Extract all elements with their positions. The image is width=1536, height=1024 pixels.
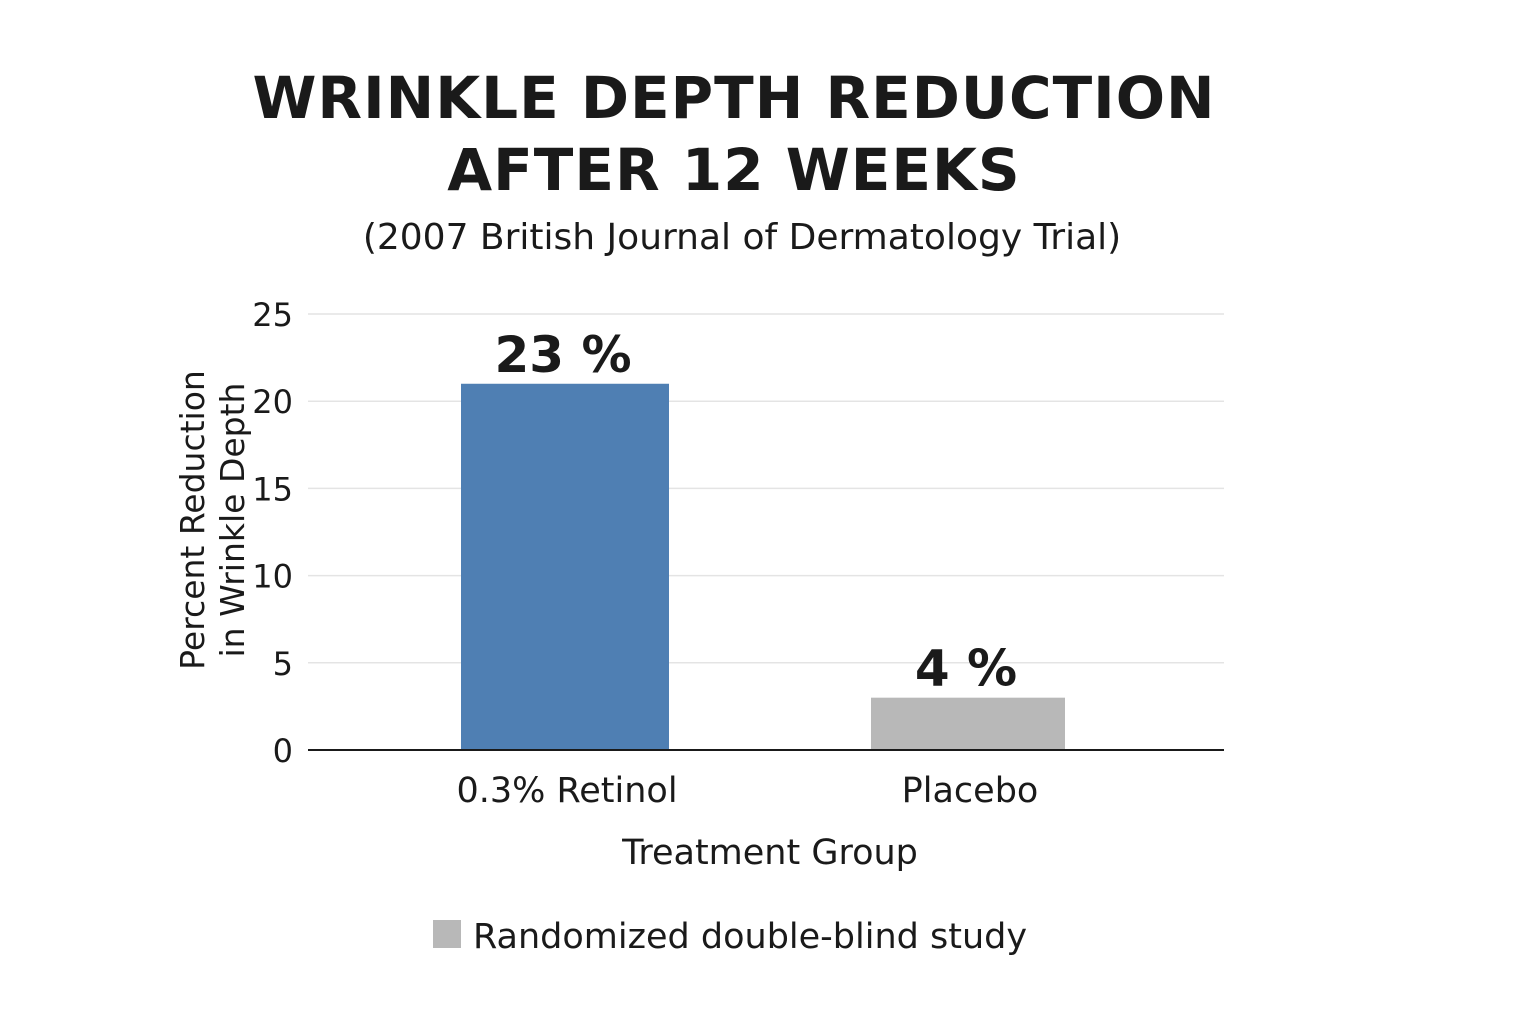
y-tick-label: 10: [252, 558, 293, 596]
y-tick-label: 25: [252, 296, 293, 334]
x-tick-label: 0.3% Retinol: [456, 771, 677, 811]
bar-retinol: [461, 383, 669, 750]
legend: Randomized double-blind study: [433, 917, 1027, 957]
y-tick-label: 15: [252, 470, 293, 508]
y-axis-title-line2: in Wrinkle Depth: [213, 383, 252, 658]
x-tick-label: Placebo: [902, 771, 1039, 811]
y-tick-label: 0: [273, 732, 293, 770]
chart-title-line1: WRINKLE DEPTH REDUCTION: [252, 64, 1216, 132]
y-axis-title-line1: Percent Reduction: [173, 370, 212, 670]
chart-title-line2: AFTER 12 WEEKS: [447, 136, 1021, 204]
data-label: 4 %: [915, 640, 1017, 698]
data-label: 23 %: [494, 326, 631, 384]
legend-swatch: [433, 920, 461, 948]
legend-label: Randomized double-blind study: [473, 917, 1027, 957]
y-axis-title: Percent Reduction in Wrinkle Depth: [173, 370, 252, 670]
bars: [461, 383, 1065, 750]
y-tick-label: 20: [252, 383, 293, 421]
x-axis-title: Treatment Group: [621, 833, 918, 873]
chart-subtitle: (2007 British Journal of Dermatology Tri…: [362, 217, 1122, 258]
bar-placebo: [871, 697, 1065, 750]
x-tick-labels: 0.3% Retinol Placebo: [456, 771, 1038, 811]
y-tick-labels: 0 5 10 15 20 25: [252, 296, 293, 770]
y-tick-label: 5: [273, 645, 293, 683]
data-labels: 23 % 4 %: [494, 326, 1017, 698]
gridlines: [308, 313, 1224, 664]
